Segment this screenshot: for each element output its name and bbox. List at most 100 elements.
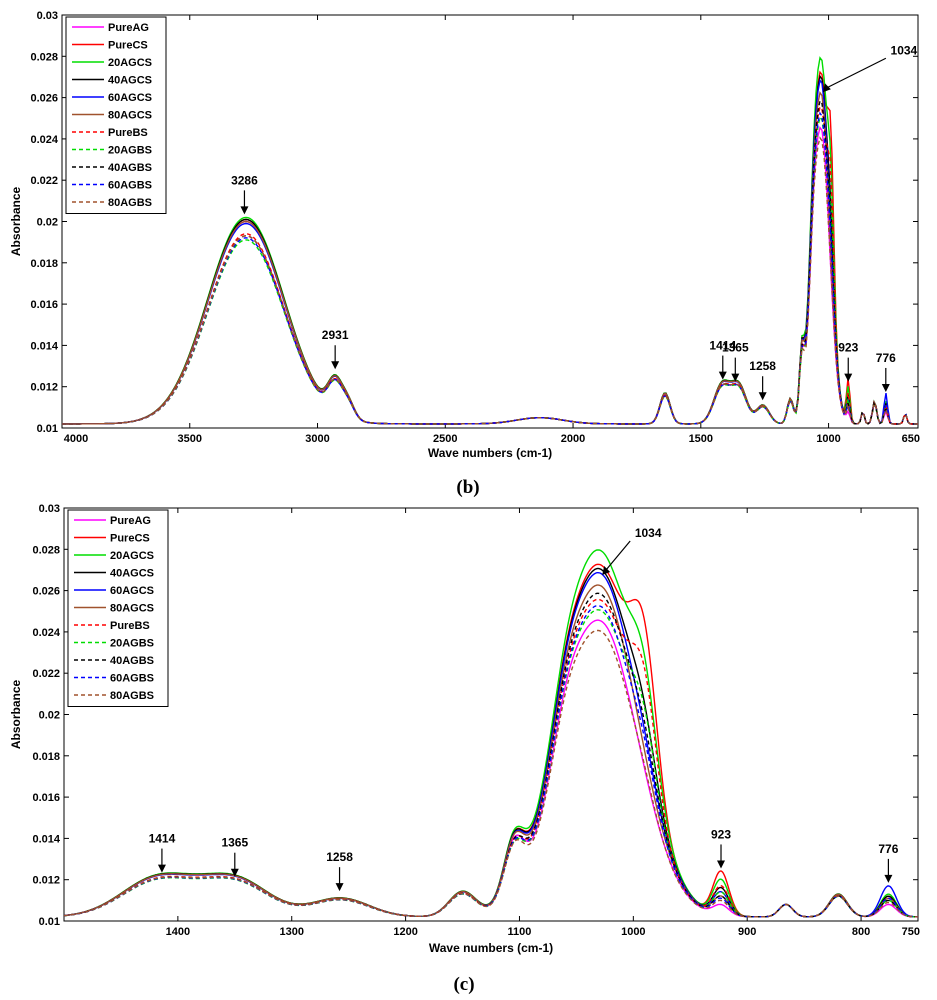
legend-label: 20AGCS bbox=[108, 57, 152, 69]
y-tick-label: 0.02 bbox=[39, 710, 60, 722]
y-tick-label: 0.01 bbox=[37, 423, 58, 435]
x-tick-label: 3500 bbox=[178, 433, 202, 445]
series-line-20AGBS bbox=[62, 115, 918, 425]
annotation-label: 1258 bbox=[749, 359, 776, 373]
annotation-arrowhead bbox=[731, 373, 740, 382]
x-tick-label: 800 bbox=[852, 926, 870, 938]
annotation-arrowhead bbox=[602, 565, 611, 575]
annotation-label: 2931 bbox=[322, 328, 349, 342]
series-line-PureBS bbox=[64, 598, 918, 918]
annotation-arrowhead bbox=[758, 392, 767, 401]
x-tick-label: 3000 bbox=[305, 433, 329, 445]
legend-label: 20AGBS bbox=[110, 638, 154, 650]
series-line-PureCS bbox=[62, 70, 918, 425]
series-line-PureAG bbox=[62, 125, 918, 425]
series-line-80AGCS bbox=[64, 584, 918, 918]
legend-label: 20AGBS bbox=[108, 145, 152, 157]
y-tick-label: 0.018 bbox=[32, 751, 60, 763]
series-line-60AGBS bbox=[64, 605, 918, 918]
x-axis-label: Wave numbers (cm-1) bbox=[428, 446, 552, 460]
y-tick-label: 0.022 bbox=[30, 175, 58, 187]
x-axis-label: Wave numbers (cm-1) bbox=[429, 941, 553, 955]
chart-panel-c: 0.01 0.012 0.014 0.016 0.018 0.02 0.022 0.024 0.… bbox=[9, 503, 920, 995]
panel-label: (c) bbox=[453, 974, 474, 995]
panel-label: (b) bbox=[456, 477, 479, 498]
x-tick-label: 650 bbox=[902, 433, 920, 445]
x-tick-label: 750 bbox=[902, 926, 920, 938]
series-line-40AGBS bbox=[62, 99, 918, 425]
legend-label: PureAG bbox=[110, 515, 151, 527]
x-tick-label: 4000 bbox=[64, 433, 88, 445]
annotation-label: 923 bbox=[838, 341, 858, 355]
legend-label: PureBS bbox=[110, 620, 150, 632]
annotation-arrowhead bbox=[335, 883, 344, 892]
series-line-40AGCS bbox=[64, 567, 918, 918]
legend-label: 40AGCS bbox=[110, 568, 154, 580]
series-line-80AGCS bbox=[62, 90, 918, 425]
y-tick-label: 0.028 bbox=[30, 51, 58, 63]
legend-label: 40AGBS bbox=[110, 655, 154, 667]
series-line-40AGBS bbox=[64, 592, 918, 918]
annotation-arrowhead bbox=[718, 371, 727, 380]
y-axis-label: Absorbance bbox=[9, 187, 23, 257]
x-tick-label: 1000 bbox=[816, 433, 840, 445]
annotation-label: 1414 bbox=[149, 832, 176, 846]
annotation-arrowhead bbox=[844, 373, 853, 382]
series-line-40AGCS bbox=[62, 74, 918, 425]
annotation-arrowhead bbox=[884, 874, 893, 883]
series-line-PureCS bbox=[64, 563, 918, 918]
x-tick-label: 2500 bbox=[433, 433, 457, 445]
legend-label: PureCS bbox=[108, 40, 148, 52]
legend-label: 40AGBS bbox=[108, 162, 152, 174]
legend-label: 20AGCS bbox=[110, 550, 154, 562]
y-tick-label: 0.02 bbox=[37, 217, 58, 229]
annotation-arrowhead bbox=[240, 206, 249, 215]
y-tick-label: 0.014 bbox=[30, 340, 58, 352]
legend-label: 60AGCS bbox=[110, 585, 154, 597]
annotation-arrowhead bbox=[331, 361, 340, 370]
series-line-60AGCS bbox=[62, 78, 918, 425]
legend-label: 80AGBS bbox=[108, 197, 152, 209]
y-tick-label: 0.024 bbox=[30, 134, 58, 146]
y-tick-label: 0.024 bbox=[32, 627, 60, 639]
legend-label: 80AGCS bbox=[110, 603, 154, 615]
annotation-arrowhead bbox=[230, 868, 239, 877]
legend-label: 60AGCS bbox=[108, 92, 152, 104]
annotation-label: 776 bbox=[876, 351, 896, 365]
x-tick-label: 1100 bbox=[508, 926, 532, 938]
y-tick-label: 0.03 bbox=[39, 503, 60, 515]
annotation-arrowhead bbox=[881, 383, 890, 392]
y-tick-label: 0.012 bbox=[30, 382, 58, 394]
annotation-arrow bbox=[825, 57, 887, 89]
legend-label: 40AGCS bbox=[108, 75, 152, 87]
y-tick-label: 0.03 bbox=[37, 10, 58, 22]
annotation-label: 923 bbox=[711, 827, 731, 841]
annotation-label: 1365 bbox=[221, 836, 248, 850]
series-line-20AGCS bbox=[62, 56, 918, 425]
y-tick-label: 0.01 bbox=[39, 916, 60, 928]
y-axis-label: Absorbance bbox=[9, 680, 23, 750]
x-tick-label: 2000 bbox=[561, 433, 585, 445]
annotation-label: 3286 bbox=[231, 173, 258, 187]
y-tick-label: 0.026 bbox=[32, 586, 60, 598]
series-line-PureBS bbox=[62, 105, 918, 425]
series-line-80AGBS bbox=[62, 136, 918, 425]
series-line-60AGCS bbox=[64, 572, 918, 918]
series-line-20AGBS bbox=[64, 609, 918, 918]
annotation-arrowhead bbox=[157, 864, 166, 873]
legend-label: PureBS bbox=[108, 127, 148, 139]
annotation-arrow bbox=[604, 540, 631, 572]
annotation-label: 1258 bbox=[326, 850, 353, 864]
annotation-label: 1414 bbox=[709, 339, 736, 353]
x-tick-label: 1200 bbox=[393, 926, 417, 938]
plot-frame bbox=[61, 14, 919, 429]
legend-label: PureAG bbox=[108, 22, 149, 34]
series-line-PureAG bbox=[64, 619, 918, 918]
annotation-label: 1034 bbox=[891, 43, 918, 57]
x-tick-label: 1500 bbox=[689, 433, 713, 445]
y-tick-label: 0.028 bbox=[32, 544, 60, 556]
legend-label: PureCS bbox=[110, 533, 150, 545]
x-tick-label: 1400 bbox=[166, 926, 190, 938]
y-tick-label: 0.016 bbox=[32, 792, 60, 804]
y-tick-label: 0.026 bbox=[30, 93, 58, 105]
